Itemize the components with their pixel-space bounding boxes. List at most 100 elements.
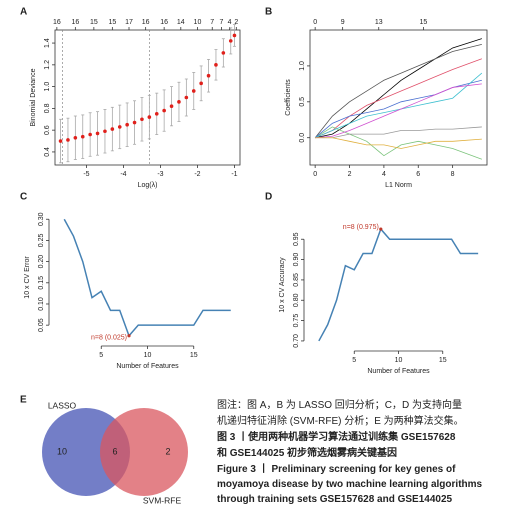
- y-tick-label: 0.5: [299, 97, 306, 107]
- x-tick-label: -1: [231, 171, 237, 178]
- x2-tick-label: 0: [313, 19, 317, 26]
- point: [88, 132, 92, 137]
- panel-letter: B: [265, 7, 272, 18]
- plot-frame: [309, 29, 488, 166]
- point: [169, 104, 174, 109]
- point: [73, 135, 78, 140]
- x2-tick-label: 7: [220, 19, 224, 26]
- point: [228, 39, 233, 43]
- x2-tick-label: 7: [210, 19, 214, 26]
- y-tick-label: 0.20: [38, 255, 45, 269]
- coefficient-path: [315, 83, 482, 139]
- y-axis-label: Binomial Deviance: [30, 68, 37, 126]
- x2-tick-label: 14: [177, 19, 185, 26]
- venn-count: 6: [112, 446, 117, 456]
- point: [58, 139, 63, 143]
- best-point: [379, 227, 383, 231]
- venn-label: SVM-RFE: [143, 495, 182, 505]
- y-tick-label: 0.85: [293, 273, 300, 287]
- y-tick-label: 1.0: [44, 82, 51, 92]
- x-tick-label: -5: [83, 171, 89, 178]
- x-axis-label: Log(λ): [138, 182, 158, 189]
- plot-frame: [54, 29, 241, 166]
- y-tick-label: 1.2: [44, 60, 51, 70]
- point: [191, 89, 196, 93]
- caption-title-zh: 和 GSE144025 初步筛选烟雾病关键基因: [216, 446, 397, 459]
- y-tick-label: 0.10: [38, 297, 45, 311]
- y-tick-label: 0.95: [293, 232, 300, 246]
- y-tick-label: 0.70: [293, 334, 300, 348]
- panel-letter: A: [20, 7, 27, 18]
- y-tick-label: 1.0: [299, 61, 306, 71]
- y-tick-label: 0.05: [38, 318, 45, 332]
- x2-tick-label: 16: [71, 19, 79, 26]
- venn-circle: [100, 408, 188, 496]
- venn-label: LASSO: [48, 400, 77, 410]
- point: [184, 95, 189, 100]
- caption-note: 机递归特征消除 (SVM-RFE) 分析；E 为两种算法交集。: [217, 414, 464, 427]
- caption-title-en: Figure 3 丨 Preliminary screening for key…: [217, 463, 456, 475]
- point: [140, 117, 144, 122]
- y-tick-label: 0.4: [44, 147, 51, 157]
- y-tick-label: 0.8: [44, 103, 51, 113]
- y-tick-label: 0.75: [293, 314, 300, 328]
- x2-tick-label: 15: [90, 19, 98, 26]
- point: [147, 115, 152, 119]
- venn-count: 10: [57, 446, 67, 456]
- line: [318, 227, 479, 342]
- x-tick-label: 15: [190, 352, 198, 359]
- x-tick-label: 6: [416, 171, 420, 178]
- point: [221, 51, 226, 55]
- x2-tick-label: 2: [234, 19, 238, 26]
- x-tick-label: -3: [157, 171, 163, 178]
- x-tick-label: -2: [194, 171, 200, 178]
- x2-tick-label: 16: [160, 19, 168, 26]
- point: [66, 138, 70, 142]
- y-tick-label: 0.6: [44, 125, 51, 135]
- x2-tick-label: 15: [108, 19, 116, 26]
- point: [214, 63, 218, 67]
- x-tick-label: 4: [382, 171, 386, 178]
- coefficient-path: [314, 126, 482, 160]
- annotation: n=8 (0.025): [91, 335, 127, 342]
- panel-letter: C: [20, 192, 27, 203]
- line: [63, 218, 231, 338]
- x2-tick-label: 13: [375, 19, 383, 26]
- point: [132, 120, 137, 125]
- y-tick-label: 1.4: [44, 38, 51, 48]
- panel-letter: D: [265, 192, 272, 203]
- point: [110, 127, 115, 131]
- x-tick-label: -4: [120, 171, 126, 178]
- caption-title-en: through training sets GSE157628 and GSE1…: [217, 494, 453, 505]
- point: [206, 73, 211, 78]
- x2-tick-label: 10: [194, 19, 202, 26]
- x2-tick-label: 4: [228, 19, 232, 26]
- y-axis-label: 10 x CV Error: [24, 256, 31, 299]
- x-tick-label: 0: [313, 171, 317, 178]
- venn-count: 2: [165, 446, 170, 456]
- x-axis-label: L1 Norm: [385, 182, 412, 189]
- point: [162, 108, 166, 113]
- x-axis-label: Number of Features: [116, 363, 179, 370]
- point: [80, 134, 85, 139]
- caption-title-zh: 图 3 丨使用两种机器学习算法通过训练集 GSE157628: [217, 430, 456, 443]
- point: [103, 129, 107, 134]
- coefficient-path: [315, 38, 482, 139]
- y-tick-label: 0.25: [38, 234, 45, 248]
- x2-tick-label: 17: [125, 19, 133, 26]
- x-tick-label: 5: [352, 357, 356, 364]
- y-tick-label: 0.15: [38, 276, 45, 290]
- x-tick-label: 2: [348, 171, 352, 178]
- y-axis-label: 10 x CV Accuracy: [279, 257, 286, 313]
- point: [199, 81, 203, 86]
- point: [95, 131, 100, 136]
- y-tick-label: 0.30: [38, 212, 45, 226]
- coefficient-path: [315, 58, 482, 139]
- caption-title-en: moyamoya disease by two machine learning…: [217, 479, 483, 490]
- coefficient-path: [315, 72, 483, 139]
- annotation: n=8 (0.975): [343, 224, 379, 231]
- point: [232, 33, 237, 38]
- x2-tick-label: 16: [142, 19, 150, 26]
- coefficient-path: [315, 137, 482, 149]
